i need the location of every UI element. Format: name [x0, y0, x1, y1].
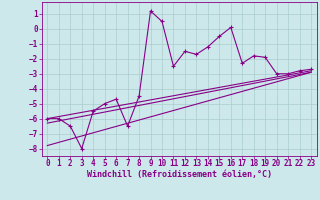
X-axis label: Windchill (Refroidissement éolien,°C): Windchill (Refroidissement éolien,°C): [87, 170, 272, 179]
